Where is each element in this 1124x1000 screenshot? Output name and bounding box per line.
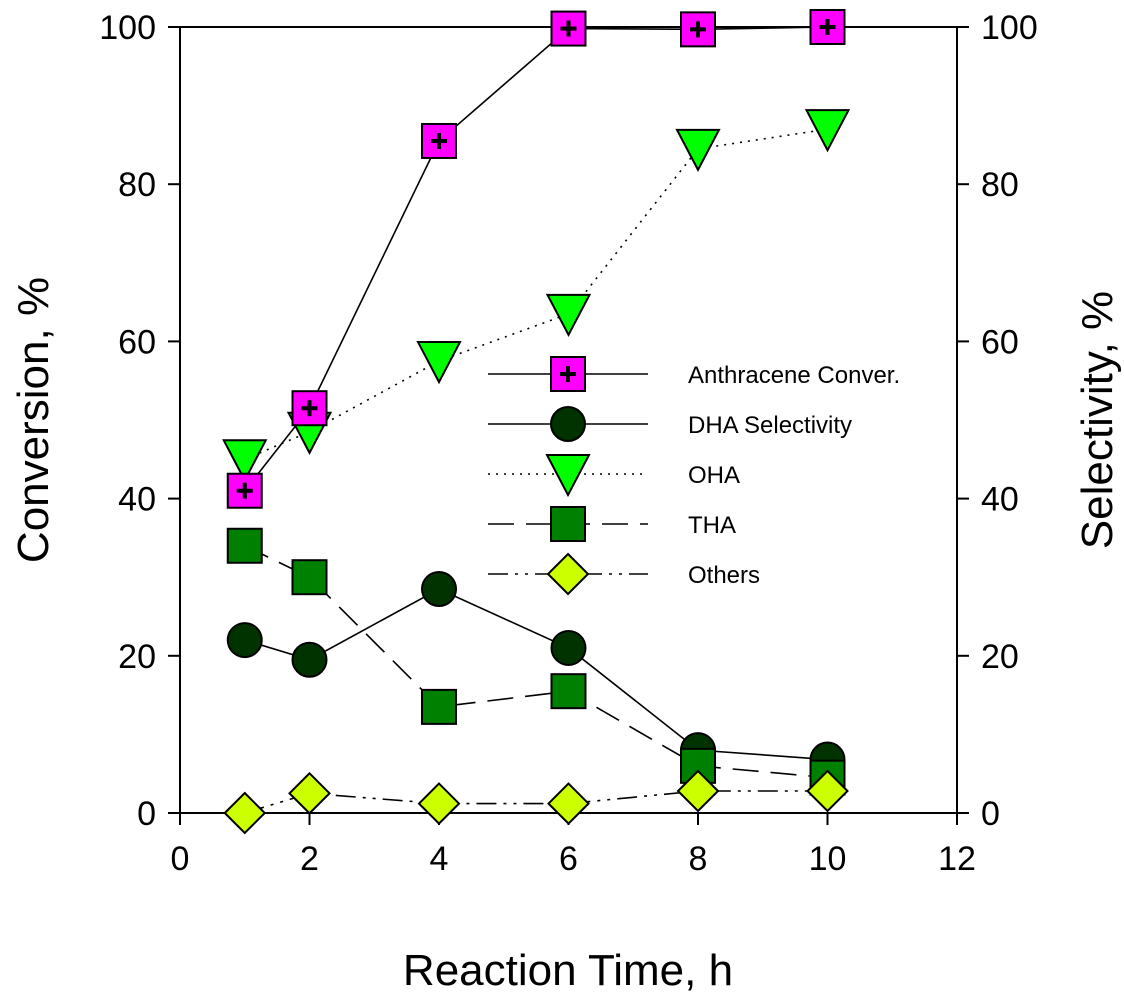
data-point-others	[806, 769, 849, 813]
data-point-oha	[222, 439, 268, 483]
series-line-dha-selectivity	[244, 588, 828, 761]
data-point-dha-selectivity	[421, 570, 457, 607]
y-axis-title: Conversion, %	[9, 277, 58, 563]
x-tick-label: 6	[559, 840, 578, 878]
data-point-tha	[421, 688, 457, 725]
legend-label-tha: THA	[688, 512, 736, 539]
legend-marker-oha	[545, 454, 591, 498]
data-point-oha	[416, 341, 462, 385]
x-tick-label: 10	[809, 840, 847, 878]
data-point-dha-selectivity	[550, 629, 587, 666]
x-tick-label: 2	[300, 840, 319, 878]
x-tick-label: 12	[938, 840, 976, 878]
y-right-tick-label: 20	[981, 638, 1019, 676]
y-right-tick-label: 40	[981, 481, 1019, 519]
data-point-tha	[291, 559, 328, 596]
data-point-anthracene-conver	[421, 122, 457, 159]
data-point-oha	[675, 128, 721, 172]
y-tick-label: 80	[118, 166, 156, 204]
y-tick-label: 20	[118, 638, 156, 676]
y-tick-label: 60	[118, 323, 156, 361]
x-tick-label: 8	[689, 840, 708, 878]
legend-marker-anthracene-conver	[550, 356, 586, 392]
data-point-others	[288, 771, 331, 815]
data-point-tha	[226, 527, 263, 564]
x-tick-label: 4	[430, 840, 449, 878]
legend-label-dha-selectivity: DHA Selectivity	[688, 412, 852, 439]
y-tick-label: 0	[137, 795, 156, 833]
data-point-oha	[804, 109, 851, 153]
series-markers-group	[222, 9, 851, 835]
data-point-anthracene-conver	[550, 10, 587, 47]
data-point-anthracene-conver	[809, 9, 846, 45]
data-point-dha-selectivity	[291, 641, 328, 678]
data-point-others	[223, 791, 267, 835]
data-point-anthracene-conver	[226, 472, 263, 509]
legend-marker-tha	[550, 506, 586, 542]
data-point-oha	[545, 293, 592, 338]
data-point-anthracene-conver	[680, 11, 716, 48]
legend-label-oha: OHA	[688, 462, 740, 489]
data-point-others	[417, 782, 461, 825]
series-line-oha	[244, 128, 828, 461]
y-right-tick-label: 60	[981, 323, 1019, 361]
data-point-tha	[550, 673, 587, 710]
x-axis-title: Reaction Time, h	[403, 946, 733, 995]
y-right-tick-label: 0	[981, 795, 1000, 833]
data-point-others	[676, 769, 720, 813]
y-tick-label: 40	[118, 481, 156, 519]
legend-marker-dha-selectivity	[550, 406, 586, 442]
legend-label-others: Others	[688, 562, 760, 589]
y-right-tick-label: 100	[981, 9, 1038, 47]
y-axis-right-title: Selectivity, %	[1073, 291, 1122, 549]
data-point-dha-selectivity	[226, 622, 263, 659]
legend-label-anthracene-conver: Anthracene Conver.	[688, 362, 900, 389]
y-right-tick-label: 80	[981, 166, 1019, 204]
series-line-others	[244, 790, 828, 814]
data-point-anthracene-conver	[291, 390, 328, 427]
x-tick-label: 0	[171, 840, 190, 878]
data-point-others	[547, 782, 590, 825]
legend: Anthracene Conver. DHA Selectivity OHA THA O…	[488, 356, 900, 596]
y-tick-label: 100	[99, 9, 156, 47]
legend-marker-others	[546, 552, 590, 596]
